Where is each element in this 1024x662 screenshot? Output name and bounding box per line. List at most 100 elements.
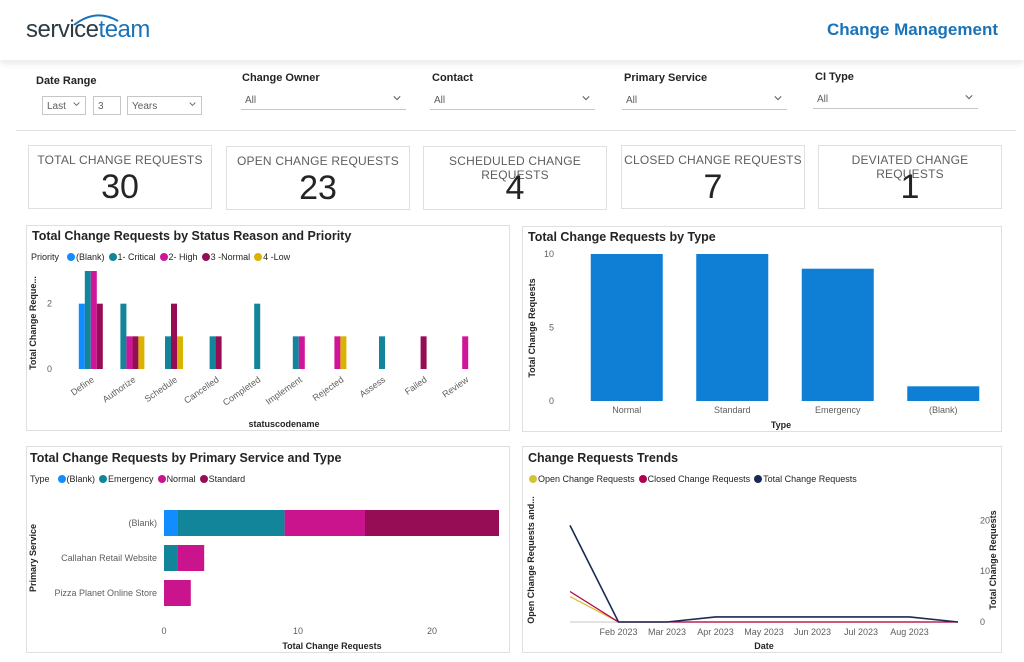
x-tick-label: 20 xyxy=(427,626,437,636)
bar xyxy=(126,336,133,369)
y2-tick-label: 10 xyxy=(980,566,990,576)
legend-title: Priority xyxy=(31,252,60,262)
x-tick-label: Apr 2023 xyxy=(697,627,734,637)
x-tick-label: 10 xyxy=(293,626,303,636)
x-tick-label: Normal xyxy=(612,405,641,415)
y2-tick-label: 20 xyxy=(980,515,990,525)
date-range-count-input[interactable]: 3 xyxy=(93,96,121,115)
change-owner-label: Change Owner xyxy=(242,72,320,84)
contact-label: Contact xyxy=(432,72,473,84)
header-bar xyxy=(0,0,1024,60)
legend-dot xyxy=(201,253,210,261)
legend-item[interactable]: Standard xyxy=(208,474,246,484)
contact-value: All xyxy=(434,95,446,106)
status-priority-chart: 0 2 Define Authorize Schedule Cancelled Comple… xyxy=(28,271,471,429)
trends-chart: 0 10 20 Feb 2023 Mar 2023 Apr 2023 May 2023 Jun… xyxy=(526,496,998,651)
kpi-card-closed: CLOSED CHANGE REQUESTS 7 xyxy=(621,145,805,209)
change-owner-select[interactable]: All xyxy=(241,91,406,110)
x-tick-label: Feb 2023 xyxy=(599,627,637,637)
x-tick-label: 0 xyxy=(161,626,166,636)
bar xyxy=(379,336,385,369)
legend-title: Type xyxy=(30,474,50,484)
bar xyxy=(96,303,103,369)
ci-type-label: CI Type xyxy=(815,71,854,83)
kpi-value: 7 xyxy=(703,168,723,206)
bar xyxy=(590,254,663,401)
y-axis-title: Open Change Requests and... xyxy=(526,496,536,624)
bar-segment xyxy=(164,510,178,536)
legend-dot xyxy=(57,475,66,483)
chevron-down-icon xyxy=(73,102,80,107)
primary-service-select[interactable]: All xyxy=(622,91,787,110)
kpi-value: 4 xyxy=(505,169,525,207)
contact-select[interactable]: All xyxy=(430,91,595,110)
y-tick-label: (Blank) xyxy=(128,518,157,528)
legend-dot xyxy=(754,475,763,483)
x-tick-label: Failed xyxy=(403,374,429,396)
x-tick-label: Define xyxy=(69,374,96,397)
bar xyxy=(292,336,299,369)
bar xyxy=(254,303,261,369)
date-range-unit-select[interactable]: Years xyxy=(127,96,202,115)
x-tick-label: Mar 2023 xyxy=(648,627,686,637)
x-tick-label: Cancelled xyxy=(182,374,221,405)
x-tick-label: May 2023 xyxy=(744,627,784,637)
change-owner-value: All xyxy=(245,95,257,106)
x-tick-label: Implement xyxy=(264,374,305,407)
x-axis-title: Type xyxy=(771,420,791,430)
x-axis-title: Total Change Requests xyxy=(282,641,381,651)
kpi-label: DEVIATED CHANGE REQUESTS xyxy=(851,153,969,181)
type-legend: Type (Blank) Emergency Normal Standard xyxy=(30,474,245,484)
y-tick-label: 2 xyxy=(47,299,52,309)
legend-item[interactable]: Emergency xyxy=(108,474,154,484)
legend-item[interactable]: Total Change Requests xyxy=(763,474,857,484)
page-title: Change Management xyxy=(827,20,998,39)
bar xyxy=(78,303,85,369)
chevron-down-icon xyxy=(582,96,590,101)
x-tick-label: Emergency xyxy=(815,405,861,415)
kpi-label: TOTAL CHANGE REQUESTS xyxy=(37,153,203,167)
panel-title: Change Requests Trends xyxy=(528,451,679,465)
primary-service-label: Primary Service xyxy=(624,72,708,84)
legend-dot xyxy=(108,253,117,261)
bar xyxy=(334,336,341,369)
y-axis-title: Total Change Reque... xyxy=(28,276,38,370)
legend-dot xyxy=(157,475,166,483)
ci-type-select[interactable]: All xyxy=(813,90,978,109)
x-tick-label: Jun 2023 xyxy=(794,627,831,637)
legend-item[interactable]: Normal xyxy=(166,474,196,484)
logo: serviceteam xyxy=(26,16,150,43)
bar xyxy=(420,336,427,369)
legend-item[interactable]: Closed Change Requests xyxy=(647,474,751,484)
panel-title: Total Change Requests by Status Reason a… xyxy=(32,229,352,243)
series-line xyxy=(569,525,959,623)
legend-item[interactable]: (Blank) xyxy=(76,252,105,262)
x-tick-label: Assess xyxy=(358,374,388,399)
y2-axis-title: Total Change Requests xyxy=(988,510,998,609)
legend-dot xyxy=(254,253,263,261)
legend-dot xyxy=(529,475,537,483)
service-chart: (Blank) Callahan Retail Website Pizza Plan… xyxy=(28,510,499,651)
logo-arc-icon xyxy=(73,14,119,26)
kpi-value: 1 xyxy=(900,168,920,206)
x-axis-title: statuscodename xyxy=(248,419,319,429)
bar-segment xyxy=(365,510,499,536)
kpi-value: 23 xyxy=(299,169,337,207)
legend-item[interactable]: 4 -Low xyxy=(263,252,291,262)
kpi-label: CLOSED CHANGE REQUESTS xyxy=(624,153,802,167)
kpi-card-deviated: DEVIATED CHANGE REQUESTS 1 xyxy=(818,145,1002,209)
bar xyxy=(132,336,139,369)
panel-title: Total Change Requests by Primary Service… xyxy=(30,451,342,465)
bar xyxy=(298,336,305,369)
bar xyxy=(462,336,469,369)
bar xyxy=(696,254,769,401)
legend-item[interactable]: Open Change Requests xyxy=(538,474,635,484)
legend-item[interactable]: (Blank) xyxy=(66,474,96,484)
legend-item[interactable]: 3 -Normal xyxy=(210,252,251,262)
date-range-label: Date Range xyxy=(36,75,97,87)
legend-item[interactable]: 2- High xyxy=(168,252,198,262)
panel-title: Total Change Requests by Type xyxy=(528,230,716,244)
date-range-relative-select[interactable]: Last xyxy=(42,96,86,115)
legend-item[interactable]: 1- Critical xyxy=(117,252,156,262)
bar xyxy=(165,336,171,369)
